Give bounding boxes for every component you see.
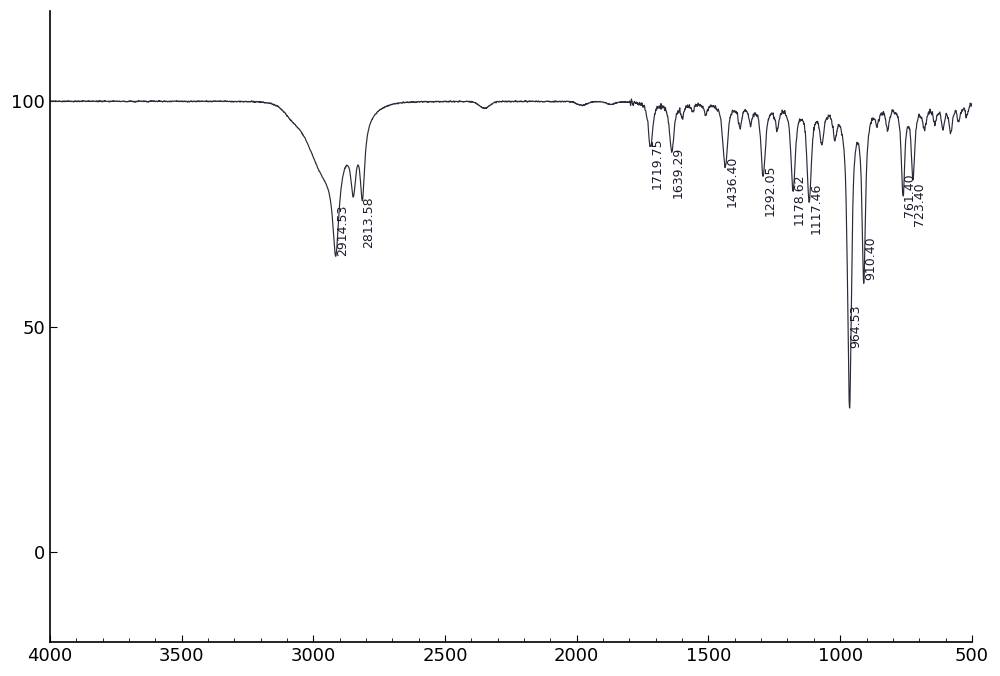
Text: 2813.58: 2813.58	[362, 196, 375, 247]
Text: 1292.05: 1292.05	[763, 164, 776, 216]
Text: 723.40: 723.40	[913, 183, 926, 226]
Text: 1117.46: 1117.46	[809, 183, 822, 234]
Text: 1719.75: 1719.75	[651, 137, 664, 189]
Text: 2914.53: 2914.53	[336, 205, 349, 256]
Text: 1436.40: 1436.40	[725, 155, 738, 207]
Text: 761.40: 761.40	[903, 173, 916, 217]
Text: 910.40: 910.40	[864, 237, 877, 280]
Text: 964.53: 964.53	[850, 304, 863, 347]
Text: 1178.62: 1178.62	[793, 173, 806, 225]
Text: 1639.29: 1639.29	[672, 146, 685, 197]
